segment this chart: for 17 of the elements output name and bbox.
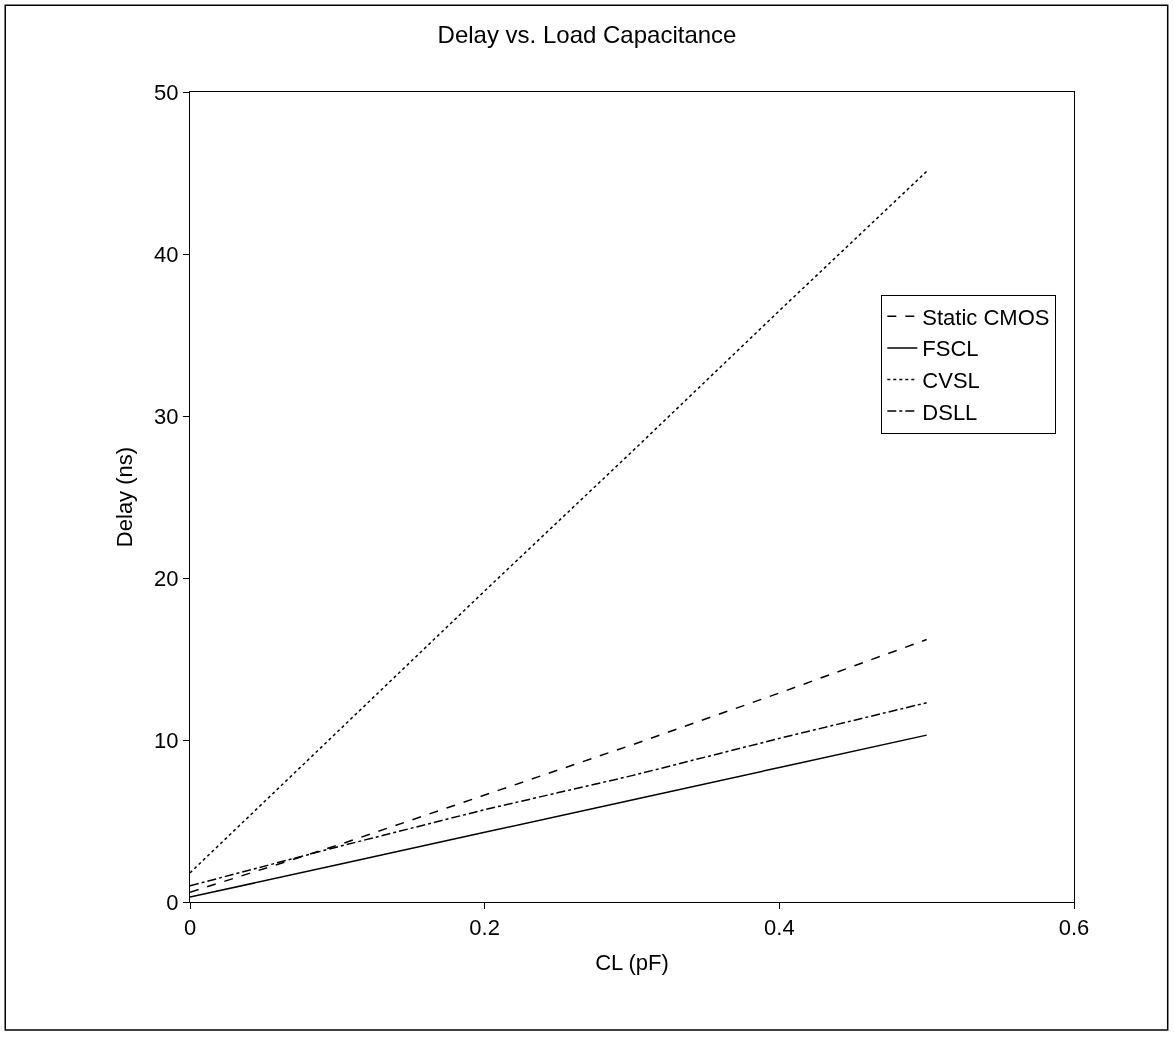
y-tick-label: 40 <box>154 241 179 267</box>
x-tick-label: 0.2 <box>469 915 500 941</box>
chart-title: Delay vs. Load Capacitance <box>437 20 737 48</box>
legend-label: FSCL <box>922 336 979 362</box>
y-tick-label: 20 <box>154 565 179 591</box>
x-tick-label: 0 <box>183 915 197 941</box>
y-axis-title: Delay (ns) <box>111 446 137 548</box>
legend-label: Static CMOS <box>922 304 1050 330</box>
x-tick-label: 0.4 <box>764 915 795 941</box>
y-tick-label: 30 <box>154 403 179 429</box>
legend-label: DSLL <box>922 399 978 425</box>
y-tick-label: 50 <box>154 79 179 105</box>
x-axis-title: CL (pF) <box>595 950 669 976</box>
y-tick-label: 10 <box>154 727 179 753</box>
x-tick-label: 0.6 <box>1058 915 1090 941</box>
legend-label: CVSL <box>922 368 980 394</box>
y-tick-label: 0 <box>166 889 179 915</box>
